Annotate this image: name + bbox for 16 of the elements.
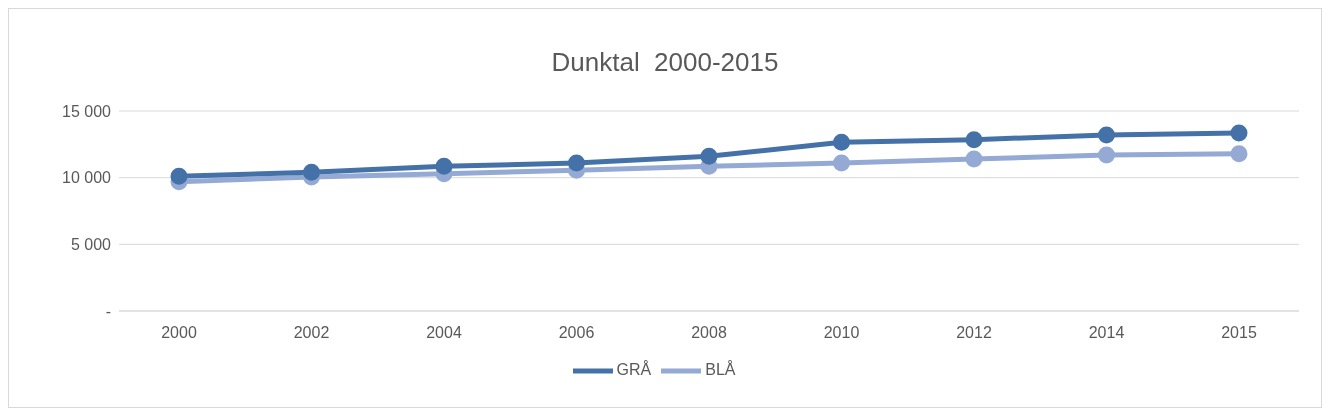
x-tick-label: 2002 bbox=[293, 324, 330, 342]
legend-label: GRÅ bbox=[616, 361, 652, 379]
y-tick-label: - bbox=[105, 302, 111, 320]
y-tick-label: 10 000 bbox=[62, 169, 112, 187]
y-tick-label: 5 000 bbox=[70, 236, 112, 254]
chart-title: Dunktal 2000-2015 bbox=[550, 46, 780, 77]
x-tick-label: 2000 bbox=[161, 324, 197, 342]
x-tick-label: 2015 bbox=[1221, 324, 1257, 342]
x-tick-label: 2010 bbox=[823, 324, 860, 342]
x-tick-label: 2014 bbox=[1088, 324, 1125, 342]
y-tick-label: 15 000 bbox=[62, 102, 112, 120]
x-tick-label: 2004 bbox=[426, 324, 462, 342]
legend-label: BLÅ bbox=[705, 361, 736, 379]
x-tick-label: 2006 bbox=[558, 324, 595, 342]
x-tick-label: 2008 bbox=[691, 324, 727, 342]
x-tick-label: 2012 bbox=[956, 324, 992, 342]
